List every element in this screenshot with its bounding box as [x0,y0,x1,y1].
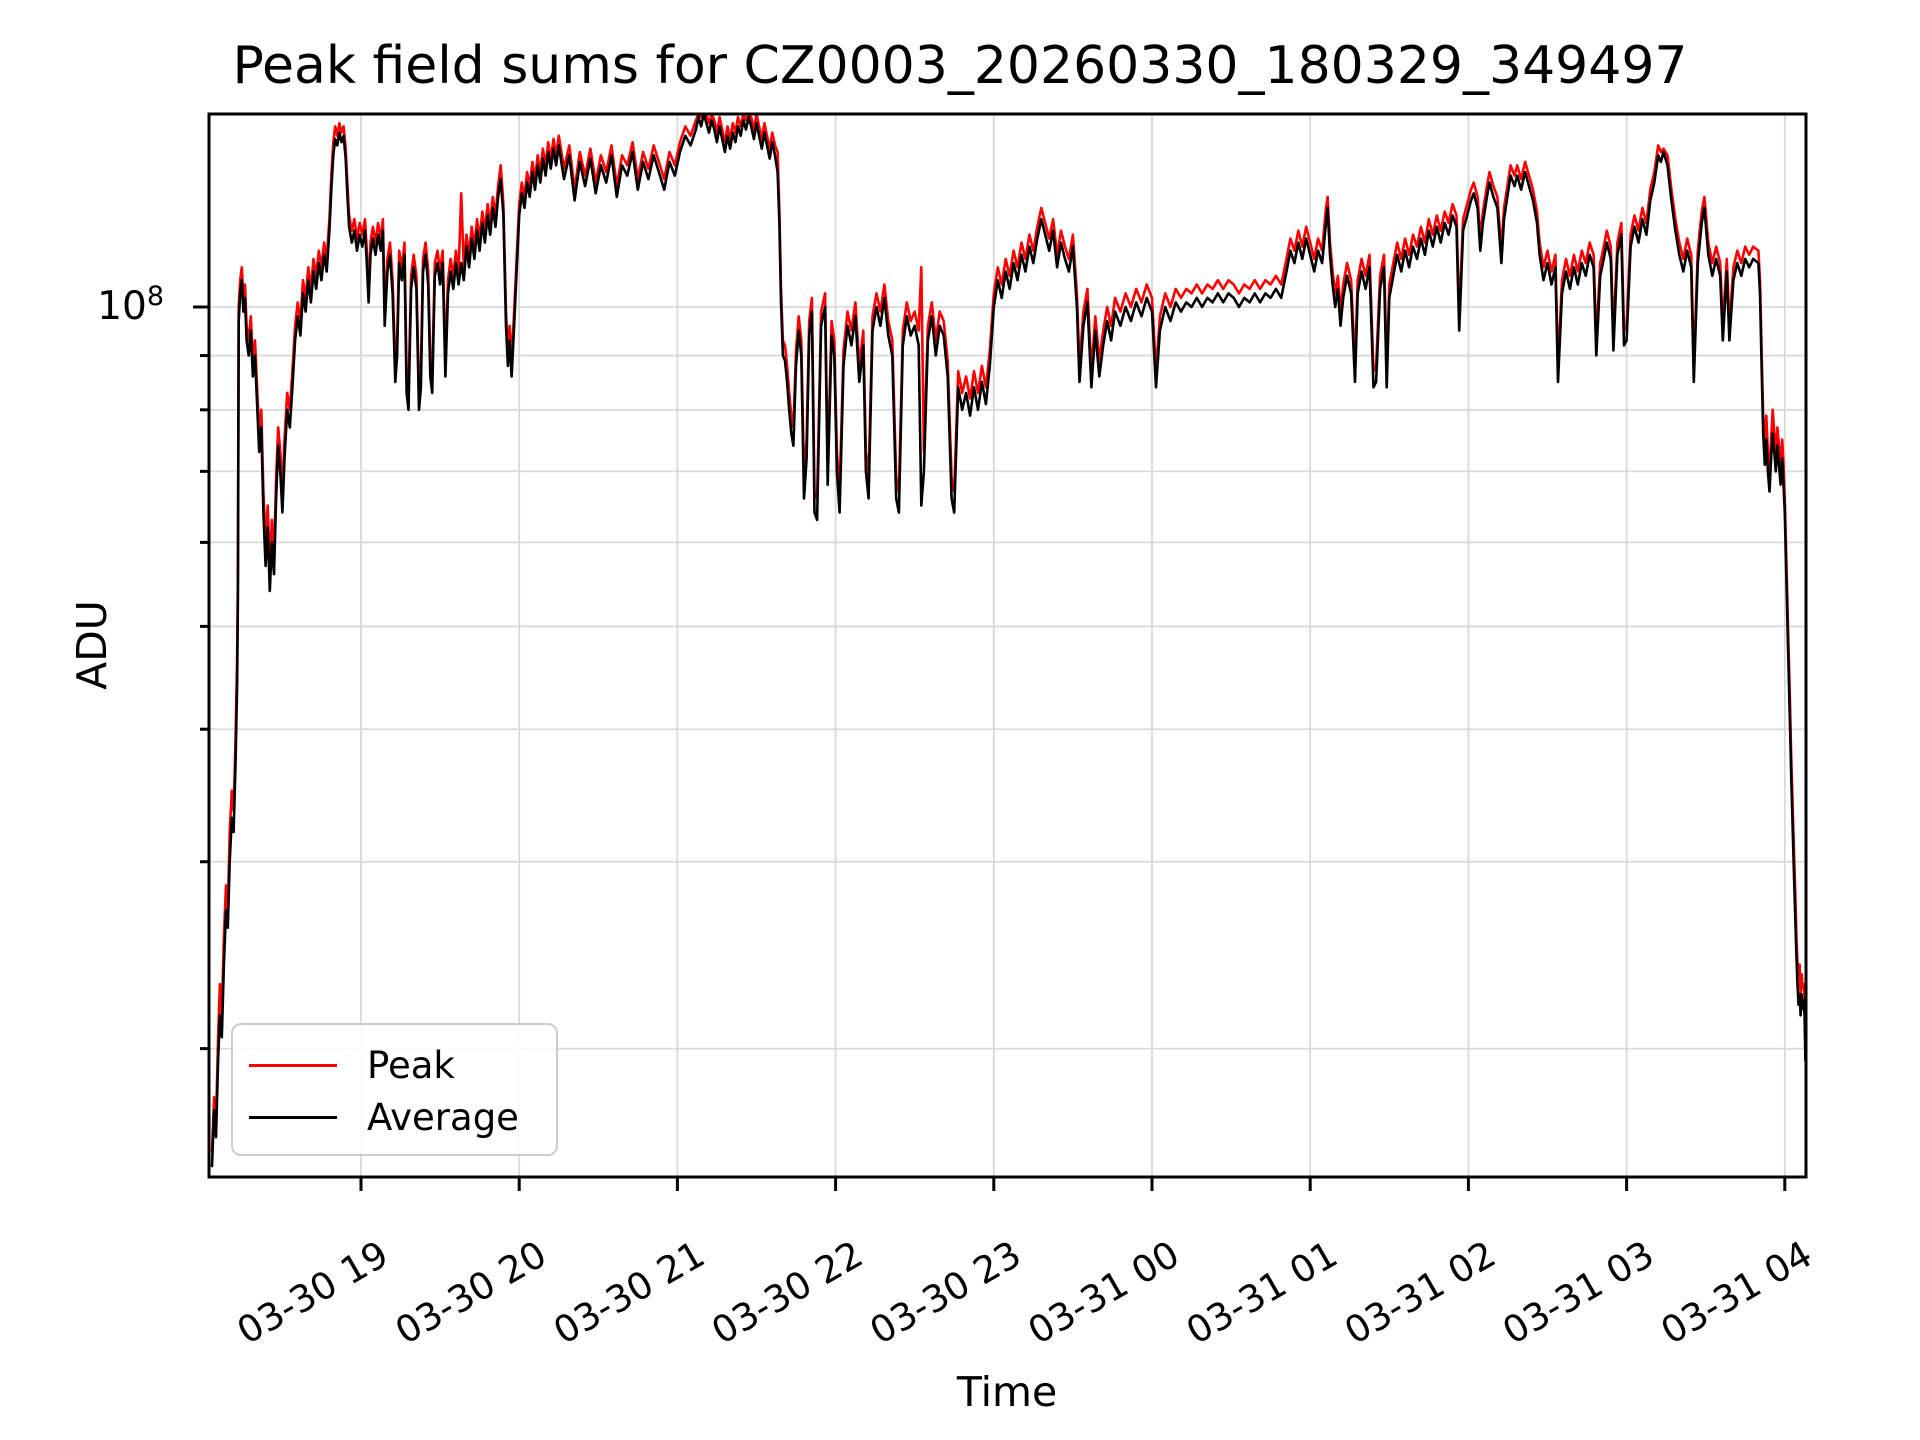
x-tick-label: 03-30 22 [705,1233,871,1353]
x-axis-label: Time [956,1368,1058,1416]
axes-frame [193,112,1808,1191]
x-tick-label: 03-31 04 [1654,1233,1820,1353]
gridlines [209,114,1806,1177]
legend-label-average: Average [367,1095,519,1139]
y-tick-label-1e8: 108 [97,281,164,329]
average-line [210,114,1806,1168]
x-tick-label: 03-30 21 [546,1233,712,1353]
peak-line-sample [249,1063,337,1067]
y-tick-base: 10 [97,284,147,329]
legend-label-peak: Peak [367,1043,455,1087]
x-tick-label: 03-30 19 [230,1233,396,1353]
chart-title: Peak field sums for CZ0003_20260330_1803… [232,36,1688,96]
x-tick-label: 03-31 02 [1337,1233,1503,1353]
peak-line [210,114,1806,1153]
legend-item-average: Average [249,1091,556,1143]
average-line-sample [249,1115,337,1119]
x-tick-label: 03-31 00 [1021,1233,1187,1353]
y-tick-exponent: 8 [146,281,164,312]
x-tick-label: 03-30 23 [863,1233,1029,1353]
x-tick-label: 03-30 20 [388,1233,554,1353]
x-tick-label: 03-31 03 [1496,1233,1662,1353]
x-tick-label: 03-31 01 [1179,1233,1345,1353]
legend: Peak Average [231,1023,558,1156]
legend-item-peak: Peak [249,1039,556,1091]
